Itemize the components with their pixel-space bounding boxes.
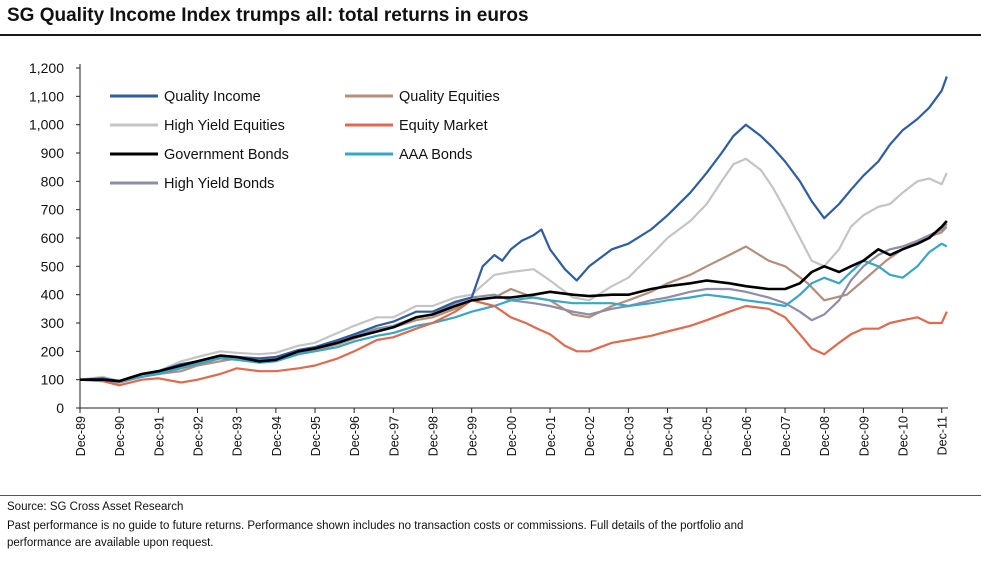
- x-tick-label: Dec-92: [192, 416, 206, 456]
- x-tick-label: Dec-02: [583, 416, 597, 456]
- legend: Quality Income Quality Equities High Yield…: [110, 89, 500, 192]
- y-tick-label: 700: [41, 202, 65, 218]
- legend-label: Quality Equities: [399, 89, 500, 105]
- footer-divider: [0, 495, 981, 496]
- plot-area: 0 100 200 300 400 500 600 700 800 900 1,000 1,100 1,…: [29, 60, 950, 456]
- x-tick-label: Dec-06: [740, 416, 754, 456]
- x-tick-label: Dec-96: [348, 416, 362, 456]
- series-line-high-yield-equities: [79, 157, 948, 383]
- x-tick-label: Dec-89: [74, 416, 88, 456]
- y-tick-label: 300: [41, 315, 65, 331]
- disclaimer-line-2: performance are available upon request.: [7, 537, 214, 549]
- disclaimer-line-1: Past performance is no guide to future r…: [7, 520, 744, 532]
- x-tick-label: Dec-95: [309, 416, 323, 456]
- chart-title: SG Quality Income Index trumps all: tota…: [7, 5, 529, 26]
- series-line-quality-income: [79, 76, 948, 383]
- y-tick-label: 1,000: [29, 117, 64, 133]
- x-tick-label: Dec-09: [857, 416, 871, 456]
- legend-label: High Yield Bonds: [164, 176, 274, 192]
- y-tick-label: 500: [41, 258, 65, 274]
- x-tick-label: Dec-97: [387, 416, 401, 456]
- y-tick-label: 400: [41, 287, 65, 303]
- legend-label: Equity Market: [399, 118, 488, 134]
- y-tick-label: 200: [41, 343, 65, 359]
- legend-label: High Yield Equities: [164, 118, 285, 134]
- y-tick-label: 900: [41, 145, 65, 161]
- y-tick-label: 0: [56, 400, 64, 416]
- legend-label: AAA Bonds: [399, 147, 472, 163]
- x-tick-label: Dec-07: [779, 416, 793, 456]
- y-tick-label: 1,100: [29, 88, 64, 104]
- x-tick-label: Dec-00: [505, 416, 519, 456]
- title-divider: [0, 34, 981, 36]
- x-tick-label: Dec-08: [818, 416, 832, 456]
- series-line-equity-market: [79, 299, 948, 387]
- legend-label: Government Bonds: [164, 147, 289, 163]
- x-tick-label: Dec-01: [544, 416, 558, 456]
- x-tick-label: Dec-90: [113, 416, 127, 456]
- series-line-government-bonds: [80, 220, 948, 383]
- y-tick-label: 800: [41, 173, 65, 189]
- x-tick-label: Dec-91: [152, 416, 166, 456]
- x-tick-label: Dec-94: [270, 416, 284, 456]
- line-chart: 0 100 200 300 400 500 600 700 800 900 1,000 1,100 1,…: [29, 60, 950, 456]
- x-tick-label: Dec-99: [466, 416, 480, 456]
- x-tick-label: Dec-93: [231, 416, 245, 456]
- y-tick-label: 1,200: [29, 60, 64, 76]
- x-tick-label: Dec-05: [701, 416, 715, 456]
- y-tick-label: 600: [41, 230, 65, 246]
- legend-label: Quality Income: [164, 89, 261, 105]
- x-tick-label: Dec-10: [897, 416, 911, 456]
- x-tick-label: Dec-98: [427, 416, 441, 456]
- x-tick-label: Dec-11: [936, 416, 950, 455]
- x-tick-label: Dec-04: [662, 416, 676, 456]
- x-tick-label: Dec-03: [622, 416, 636, 456]
- series-line-aaa-bonds: [80, 242, 948, 383]
- source-note: Source: SG Cross Asset Research: [7, 501, 184, 513]
- y-tick-label: 100: [41, 372, 65, 388]
